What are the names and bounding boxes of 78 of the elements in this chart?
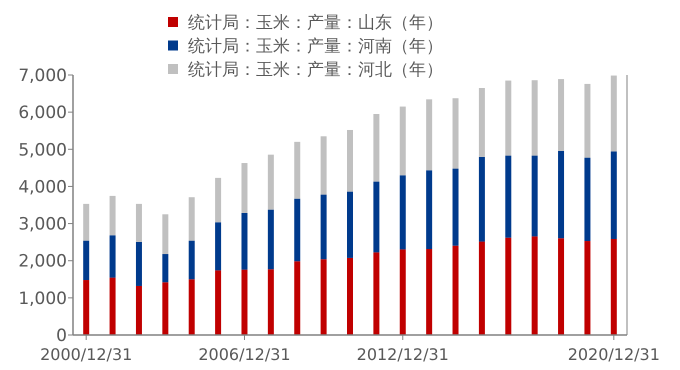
bar: [215, 178, 222, 222]
bar: [136, 242, 142, 286]
bar: [505, 238, 512, 335]
y-tick-label: 6,000: [18, 103, 67, 124]
bar: [400, 249, 406, 335]
bar: [426, 249, 432, 335]
bar: [83, 280, 90, 335]
bar: [532, 80, 538, 156]
bar: [478, 242, 485, 335]
legend-label: 统计局：玉米：产量：河南（年）: [188, 36, 443, 56]
y-tick-label: 7,000: [18, 66, 67, 86]
bar: [268, 269, 274, 335]
legend-label: 统计局：玉米：产量：河北（年）: [188, 60, 443, 80]
bar: [110, 235, 116, 278]
bar: [452, 98, 459, 169]
bar: [110, 278, 116, 335]
bar: [347, 130, 353, 192]
y-tick-label: 2,000: [18, 252, 67, 272]
bar: [532, 156, 538, 236]
bar: [532, 236, 538, 335]
bar: [373, 252, 380, 335]
bar: [426, 170, 432, 250]
bar: [584, 158, 590, 242]
bar: [83, 204, 90, 241]
bar: [110, 196, 116, 236]
bar: [452, 168, 459, 246]
bar: [400, 175, 406, 250]
bar: [347, 192, 353, 258]
bar: [452, 246, 459, 335]
bar: [294, 142, 300, 199]
x-tick-label: 2012/12/31: [356, 345, 449, 364]
bar: [610, 238, 617, 335]
bar: [584, 241, 590, 335]
bar: [241, 270, 248, 335]
bar: [162, 214, 168, 254]
bar: [136, 286, 142, 335]
x-tick-label: 2006/12/31: [198, 345, 291, 364]
y-tick-label: 4,000: [18, 177, 67, 198]
y-tick-label: 3,000: [18, 214, 67, 235]
bar: [215, 222, 222, 270]
bar: [188, 197, 195, 241]
bar: [268, 154, 274, 210]
bar: [373, 182, 380, 252]
y-tick-label: 0: [56, 326, 67, 346]
bar: [294, 261, 300, 335]
bar: [83, 240, 90, 280]
bar: [558, 150, 564, 238]
bar: [241, 212, 248, 270]
bar: [478, 156, 485, 242]
bar: [215, 270, 222, 335]
y-tick-label: 5,000: [18, 140, 67, 160]
x-tick-label: 2000/12/31: [40, 345, 132, 364]
bar: [241, 163, 248, 213]
bar: [294, 198, 300, 262]
bar: [558, 79, 564, 151]
x-tick-label: 2020/12/31: [568, 345, 660, 364]
bar: [162, 282, 168, 335]
bar: [162, 254, 168, 282]
bar: [188, 279, 195, 335]
bar: [478, 88, 485, 157]
bar: [320, 194, 327, 260]
bar: [188, 240, 195, 280]
y-tick-label: 1,000: [18, 288, 67, 309]
bar: [505, 156, 512, 238]
bar: [347, 258, 353, 335]
bar: [320, 136, 327, 195]
bar: [373, 114, 380, 182]
bar: [610, 152, 617, 239]
bar: [426, 99, 432, 170]
bar: [136, 204, 142, 242]
bar: [584, 84, 590, 158]
bar: [505, 80, 512, 156]
bar: [320, 259, 327, 335]
bar: [610, 76, 617, 152]
legend-label: 统计局：玉米：产量：山东（年）: [188, 13, 443, 33]
bar: [268, 210, 274, 270]
bar: [400, 106, 406, 176]
bar: [558, 238, 564, 335]
